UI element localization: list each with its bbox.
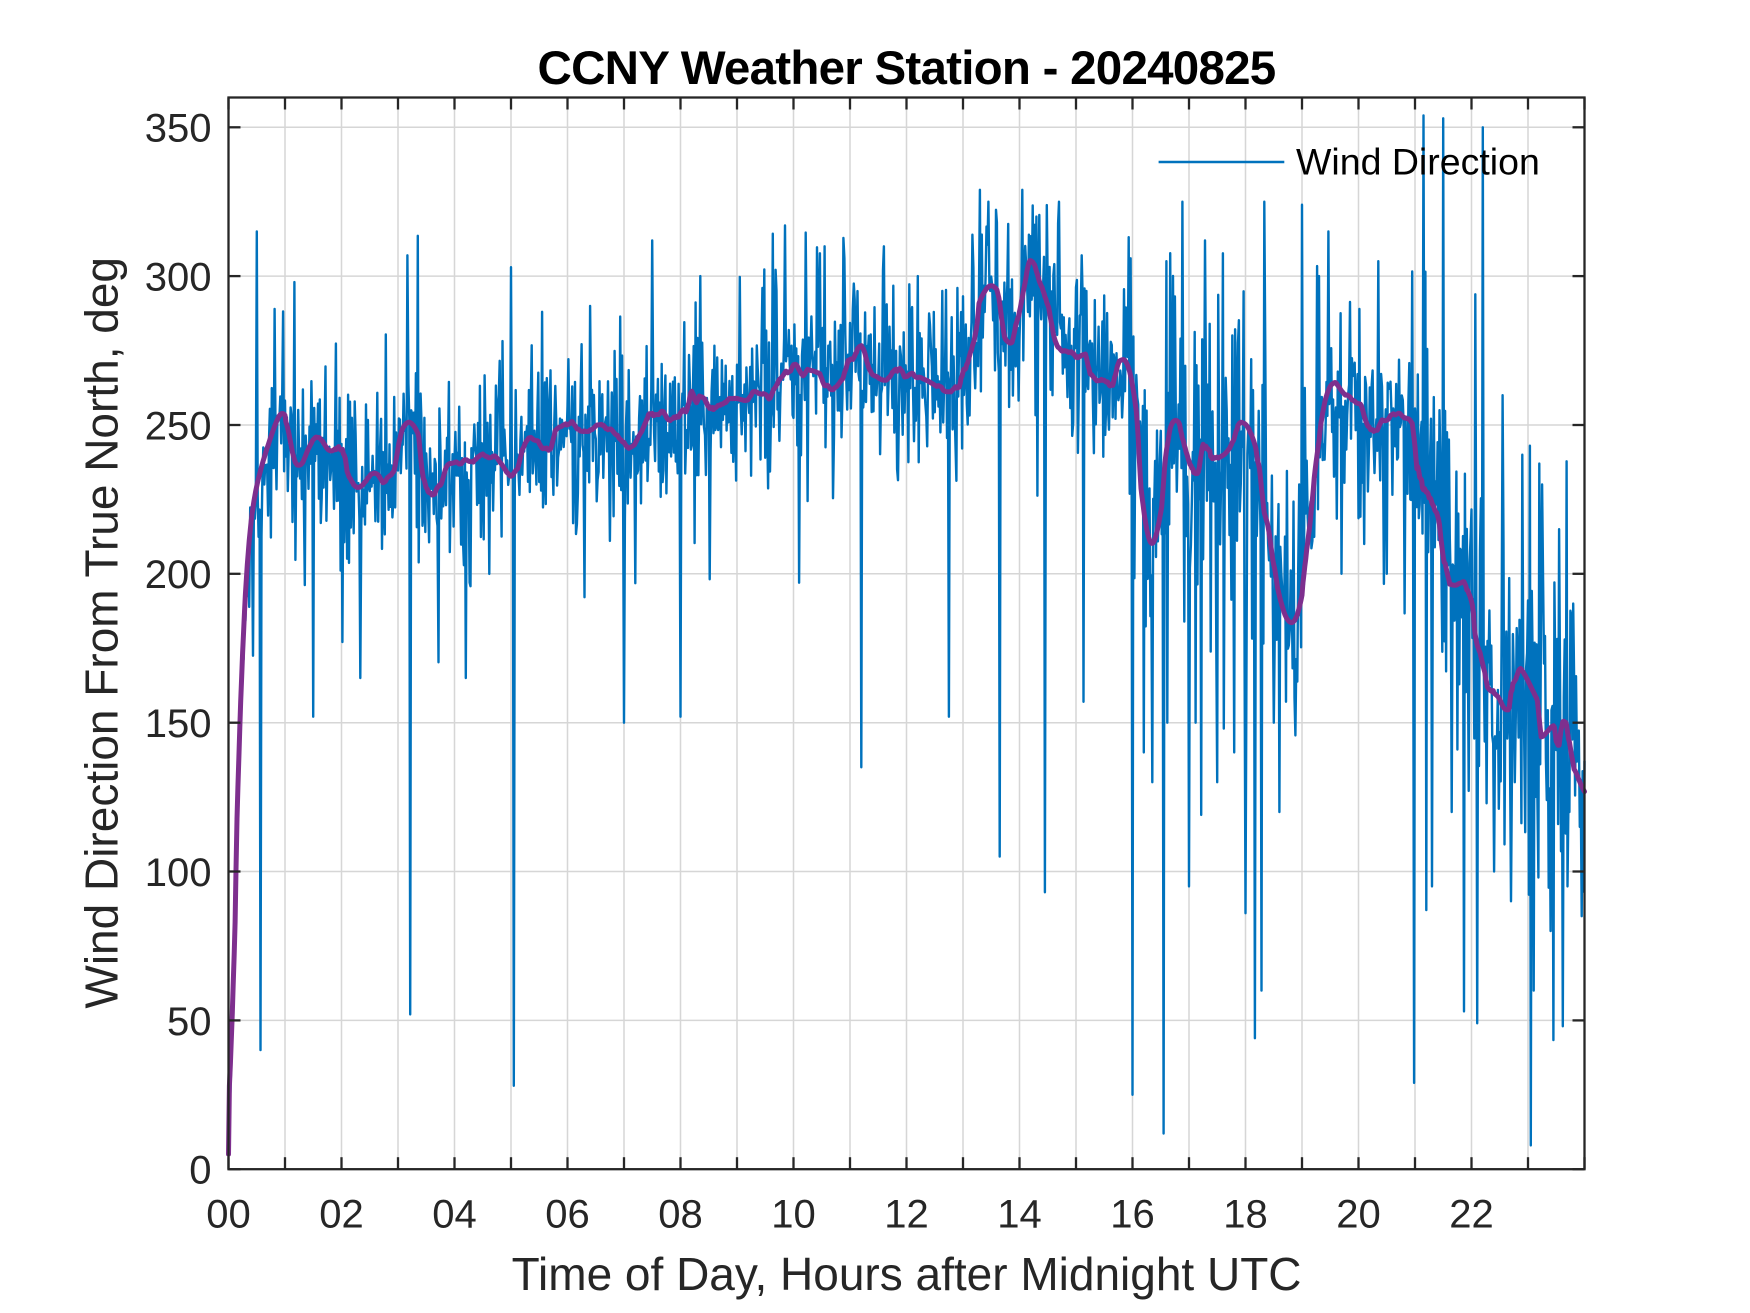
svg-text:CCNY Weather Station - 2024082: CCNY Weather Station - 20240825 <box>538 42 1276 95</box>
svg-text:16: 16 <box>1110 1193 1155 1237</box>
svg-text:Wind Direction From True North: Wind Direction From True North, deg <box>76 257 128 1009</box>
svg-text:20: 20 <box>1336 1193 1381 1237</box>
svg-text:100: 100 <box>145 851 212 895</box>
svg-text:04: 04 <box>432 1193 477 1237</box>
svg-text:22: 22 <box>1449 1193 1494 1237</box>
svg-text:02: 02 <box>319 1193 364 1237</box>
svg-text:200: 200 <box>145 553 212 597</box>
svg-text:06: 06 <box>545 1193 590 1237</box>
svg-text:0: 0 <box>189 1149 211 1193</box>
svg-text:350: 350 <box>145 107 212 151</box>
svg-text:10: 10 <box>771 1193 816 1237</box>
svg-text:250: 250 <box>145 404 212 448</box>
svg-text:00: 00 <box>206 1193 251 1237</box>
svg-text:12: 12 <box>884 1193 929 1237</box>
svg-text:150: 150 <box>145 702 212 746</box>
svg-text:Wind Direction: Wind Direction <box>1296 140 1540 182</box>
svg-text:300: 300 <box>145 256 212 300</box>
svg-text:18: 18 <box>1223 1193 1268 1237</box>
svg-text:50: 50 <box>167 1000 212 1044</box>
svg-text:14: 14 <box>997 1193 1042 1237</box>
svg-text:08: 08 <box>658 1193 703 1237</box>
svg-text:Time of Day, Hours after Midni: Time of Day, Hours after Midnight UTC <box>512 1248 1302 1300</box>
